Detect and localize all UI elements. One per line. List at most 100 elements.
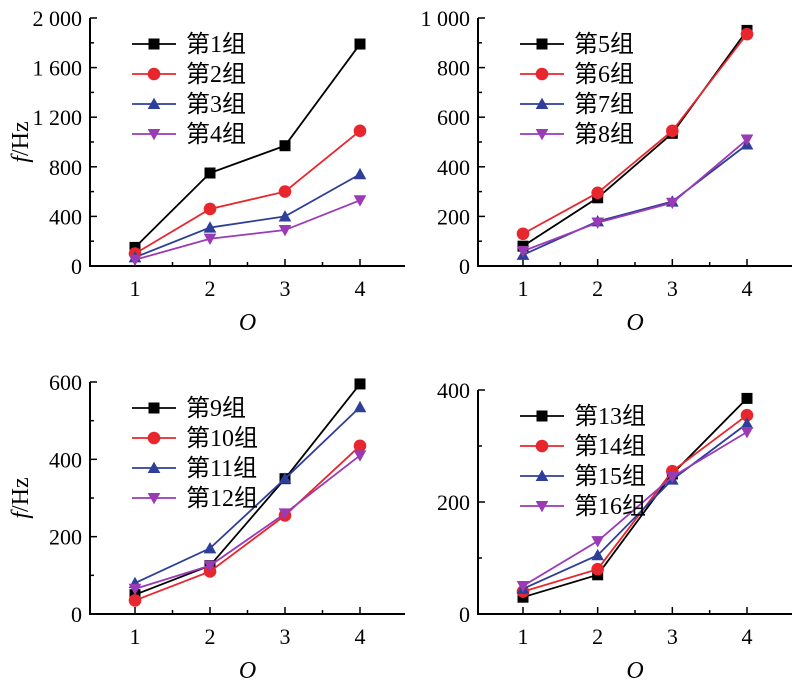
y-axis-title: f/Hz	[8, 477, 34, 518]
legend-label: 第11组	[186, 455, 257, 482]
legend-marker	[148, 402, 160, 414]
data-point	[741, 392, 753, 404]
series-3	[516, 138, 754, 260]
data-point	[353, 195, 367, 207]
series-line	[522, 143, 748, 256]
x-tick-label: 2	[592, 624, 603, 649]
legend-marker	[147, 97, 161, 110]
legend-label: 第12组	[186, 485, 258, 512]
x-tick-label: 4	[742, 624, 753, 649]
data-point	[666, 124, 679, 138]
series-line	[134, 454, 361, 590]
x-tick-label: 2	[205, 624, 216, 649]
data-point	[203, 202, 217, 216]
legend-marker	[147, 67, 161, 81]
data-point	[278, 472, 292, 484]
series-line	[522, 29, 748, 247]
legend-label: 第13组	[574, 403, 646, 430]
data-point	[203, 233, 217, 246]
y-tick-label: 400	[437, 378, 470, 403]
legend-marker	[535, 67, 549, 81]
y-axis-title-unit: /Hz	[8, 477, 34, 512]
legend-marker	[535, 128, 549, 141]
data-point	[353, 400, 367, 413]
data-point	[203, 221, 217, 233]
x-tick-label: 3	[280, 276, 291, 301]
x-tick-label: 2	[205, 276, 216, 301]
legend-label: 第6组	[574, 61, 634, 88]
y-tick-label: 400	[49, 447, 82, 472]
legend-marker	[147, 431, 161, 445]
y-tick-label: 800	[437, 56, 470, 81]
data-point	[666, 197, 679, 210]
data-point	[203, 560, 217, 572]
legend-label: 第9组	[186, 395, 246, 422]
x-axis-title: O	[239, 658, 256, 682]
legend-label: 第3组	[186, 91, 246, 118]
x-tick-label: 3	[280, 624, 291, 649]
legend-marker	[536, 410, 548, 422]
data-point	[278, 508, 292, 520]
legend-marker	[535, 500, 549, 513]
series-line	[134, 130, 361, 255]
data-point	[353, 450, 367, 462]
legend-label: 第7组	[574, 91, 634, 118]
x-tick-label: 2	[592, 276, 603, 301]
series-line	[134, 383, 361, 596]
x-tick-label: 4	[355, 276, 366, 301]
series-4	[516, 426, 754, 593]
data-point	[666, 471, 679, 484]
data-point	[591, 217, 604, 229]
y-tick-label: 200	[49, 525, 82, 550]
x-tick-label: 3	[667, 624, 678, 649]
y-axis-title-unit: /Hz	[8, 121, 34, 156]
data-point	[279, 140, 291, 152]
legend-label: 第1组	[186, 31, 246, 58]
series-4	[128, 195, 367, 267]
y-tick-label: 0	[459, 602, 470, 627]
legend-marker	[536, 38, 548, 50]
data-point	[354, 378, 366, 390]
y-tick-label: 0	[71, 254, 82, 279]
y-tick-label: 200	[437, 490, 470, 515]
data-point	[353, 124, 367, 138]
x-tick-label: 4	[742, 276, 753, 301]
data-point	[516, 227, 530, 241]
series-line	[522, 422, 748, 590]
data-point	[354, 38, 366, 50]
data-point	[740, 426, 754, 439]
y-tick-label: 0	[459, 254, 470, 279]
legend-marker	[535, 97, 549, 110]
legend-label: 第5组	[574, 31, 634, 58]
data-point	[278, 224, 292, 237]
data-point	[128, 583, 142, 596]
legend-label: 第14组	[574, 433, 646, 460]
data-point	[740, 408, 754, 422]
y-tick-label: 2 000	[33, 6, 83, 31]
series-line	[522, 33, 748, 235]
data-point	[740, 27, 754, 41]
data-point	[591, 562, 604, 576]
series-line	[134, 173, 361, 259]
y-tick-label: 400	[437, 155, 470, 180]
data-point	[591, 186, 604, 200]
y-axis-title: f/Hz	[8, 121, 34, 162]
chart-panel-1: 0 400 800 1 200 1 600 2 000 1 2 3 4 Of/Hz 第1组第2组第3组…	[8, 6, 405, 336]
x-axis-title: O	[626, 658, 643, 682]
data-point	[204, 167, 216, 179]
legend-marker	[147, 492, 161, 505]
data-point	[353, 439, 367, 453]
legend-marker	[147, 461, 161, 474]
y-tick-label: 600	[49, 370, 82, 395]
series-line	[522, 431, 748, 587]
data-point	[128, 594, 142, 607]
data-point	[278, 210, 292, 222]
legend-label: 第2组	[186, 61, 246, 88]
x-axis-title: O	[626, 310, 643, 336]
data-point	[128, 254, 142, 267]
